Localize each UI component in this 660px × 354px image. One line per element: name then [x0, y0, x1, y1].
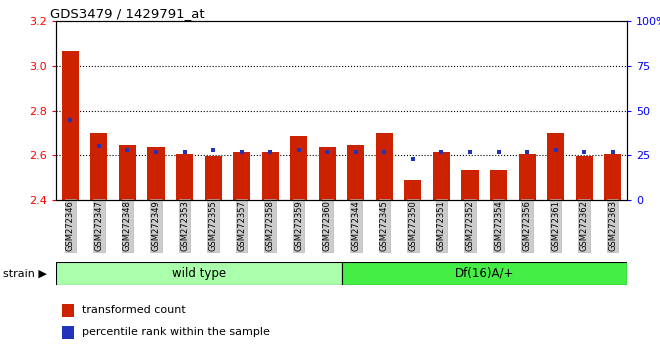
- Bar: [119, 145, 136, 200]
- Text: GSM272356: GSM272356: [523, 200, 531, 251]
- Text: GSM272359: GSM272359: [294, 200, 303, 251]
- Text: GSM272361: GSM272361: [551, 200, 560, 251]
- Text: GSM272357: GSM272357: [237, 200, 246, 251]
- Text: GSM272360: GSM272360: [323, 200, 332, 251]
- Text: GSM272350: GSM272350: [409, 200, 417, 251]
- Text: GSM272363: GSM272363: [609, 200, 617, 251]
- Bar: [604, 154, 621, 200]
- Bar: [376, 133, 393, 200]
- Text: GSM272351: GSM272351: [437, 200, 446, 251]
- Bar: [205, 156, 222, 200]
- Text: wild type: wild type: [172, 267, 226, 280]
- Text: GDS3479 / 1429791_at: GDS3479 / 1429791_at: [50, 7, 204, 20]
- Text: GSM272347: GSM272347: [94, 200, 104, 251]
- Bar: [290, 136, 308, 200]
- Bar: [62, 326, 74, 339]
- Text: transformed count: transformed count: [82, 305, 186, 315]
- Text: GSM272346: GSM272346: [66, 200, 75, 251]
- Bar: [347, 145, 364, 200]
- Text: strain ▶: strain ▶: [3, 268, 47, 279]
- Text: GSM272358: GSM272358: [266, 200, 275, 251]
- Bar: [547, 133, 564, 200]
- Text: GSM272344: GSM272344: [351, 200, 360, 251]
- Bar: [62, 51, 79, 200]
- Bar: [405, 180, 422, 200]
- Text: GSM272354: GSM272354: [494, 200, 503, 251]
- Bar: [433, 152, 450, 200]
- Text: percentile rank within the sample: percentile rank within the sample: [82, 327, 270, 337]
- Bar: [490, 170, 507, 200]
- Bar: [56, 262, 342, 285]
- Text: Df(16)A/+: Df(16)A/+: [455, 267, 514, 280]
- Text: GSM272355: GSM272355: [209, 200, 218, 251]
- Bar: [319, 148, 336, 200]
- Text: GSM272348: GSM272348: [123, 200, 132, 251]
- Bar: [342, 262, 627, 285]
- Bar: [176, 154, 193, 200]
- Text: GSM272349: GSM272349: [152, 200, 160, 251]
- Bar: [90, 133, 108, 200]
- Bar: [261, 152, 279, 200]
- Text: GSM272353: GSM272353: [180, 200, 189, 251]
- Bar: [576, 156, 593, 200]
- Bar: [519, 154, 536, 200]
- Bar: [233, 152, 250, 200]
- Bar: [461, 170, 478, 200]
- Bar: [62, 304, 74, 317]
- Bar: [147, 148, 164, 200]
- Text: GSM272345: GSM272345: [380, 200, 389, 251]
- Text: GSM272362: GSM272362: [579, 200, 589, 251]
- Text: GSM272352: GSM272352: [465, 200, 475, 251]
